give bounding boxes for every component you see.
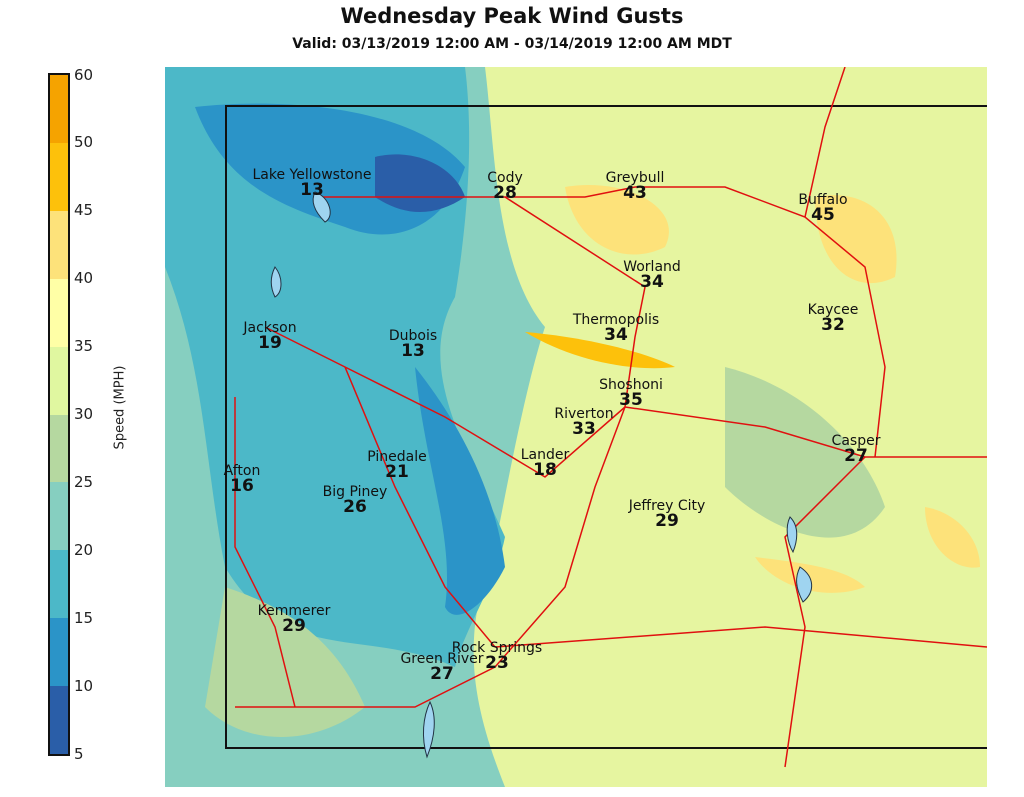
city-name: Big Piney xyxy=(322,484,388,500)
city-label: Thermopolis 34 xyxy=(573,313,659,344)
city-value: 18 xyxy=(533,460,557,480)
city-label: Cody 28 xyxy=(487,171,523,202)
pathfinder-reservoir xyxy=(786,516,798,554)
city-value: 43 xyxy=(623,183,647,203)
city-label: Kemmerer 29 xyxy=(258,604,331,635)
colorbar-tick: 20 xyxy=(74,541,94,559)
colorbar-tick: 45 xyxy=(74,201,94,219)
city-name: Lander xyxy=(520,447,570,463)
city-value: 27 xyxy=(430,664,454,684)
city-label: Jeffrey City 29 xyxy=(629,499,706,530)
city-value: 35 xyxy=(619,390,643,410)
colorbar-tick: 15 xyxy=(74,609,94,627)
city-label: Shoshoni 35 xyxy=(599,378,663,409)
city-name: Worland xyxy=(623,259,681,275)
wind-gust-map xyxy=(165,67,987,787)
city-value: 13 xyxy=(401,341,425,361)
city-name: Kemmerer xyxy=(257,603,331,619)
wind-field xyxy=(165,67,980,787)
city-name: Buffalo xyxy=(798,192,848,208)
city-value: 29 xyxy=(655,511,679,531)
city-name: Jeffrey City xyxy=(628,498,706,514)
city-label: Buffalo 45 xyxy=(798,193,847,224)
colorbar-tick: 30 xyxy=(74,405,94,423)
city-label: Dubois 13 xyxy=(389,329,437,360)
roads xyxy=(234,67,987,768)
colorbar-segment xyxy=(50,278,68,347)
city-label: Pinedale 21 xyxy=(367,450,426,481)
city-name: Afton xyxy=(223,463,261,479)
city-name: Shoshoni xyxy=(599,377,663,393)
city-value: 27 xyxy=(844,446,868,466)
colorbar xyxy=(48,73,70,756)
city-value: 33 xyxy=(572,419,596,439)
city-name: Cody xyxy=(487,170,523,186)
colorbar-segment xyxy=(50,142,68,211)
city-value: 29 xyxy=(282,616,306,636)
city-value: 21 xyxy=(385,462,409,482)
colorbar-segment xyxy=(50,210,68,279)
map-title: Wednesday Peak Wind Gusts xyxy=(340,4,684,28)
map-subtitle: Valid: 03/13/2019 12:00 AM - 03/14/2019 … xyxy=(292,36,732,52)
city-value: 45 xyxy=(811,205,835,225)
city-value: 34 xyxy=(604,325,628,345)
city-label: Green River 27 xyxy=(400,652,483,683)
city-label: Jackson 19 xyxy=(243,321,296,352)
colorbar-segment xyxy=(50,346,68,415)
colorbar-segment xyxy=(50,686,68,755)
city-label: Lander 18 xyxy=(521,448,570,479)
city-name: Kaycee xyxy=(807,302,859,318)
colorbar-tick: 35 xyxy=(74,337,94,355)
city-value: 23 xyxy=(485,653,509,673)
city-value: 28 xyxy=(493,183,517,203)
city-name: Pinedale xyxy=(367,449,427,465)
colorbar-segment xyxy=(50,414,68,483)
colorbar-segment xyxy=(50,550,68,619)
seminoe-reservoir xyxy=(796,566,813,603)
city-label: Big Piney 26 xyxy=(323,485,388,516)
city-label: Riverton 33 xyxy=(554,407,613,438)
flaming-gorge-reservoir xyxy=(422,700,435,759)
city-value: 32 xyxy=(821,315,845,335)
city-name: Greybull xyxy=(605,170,665,186)
colorbar-segment xyxy=(50,482,68,551)
city-name: Rock Springs xyxy=(451,640,543,656)
city-label: Afton 16 xyxy=(224,464,261,495)
colorbar-tick: 10 xyxy=(74,677,94,695)
city-name: Thermopolis xyxy=(572,312,660,328)
colorbar-tick: 5 xyxy=(74,745,84,763)
city-label: Rock Springs 23 xyxy=(452,641,542,672)
city-value: 16 xyxy=(230,476,254,496)
city-value: 13 xyxy=(300,180,324,200)
city-name: Riverton xyxy=(554,406,614,422)
jackson-lake xyxy=(270,266,282,298)
city-name: Lake Yellowstone xyxy=(252,167,372,183)
city-label: Casper 27 xyxy=(832,434,881,465)
city-label: Kaycee 32 xyxy=(808,303,859,334)
city-name: Casper xyxy=(831,433,881,449)
city-label: Greybull 43 xyxy=(606,171,665,202)
colorbar-label: Speed (MPH) xyxy=(112,365,128,450)
city-name: Jackson xyxy=(243,320,297,336)
city-label: Worland 34 xyxy=(623,260,681,291)
city-name: Dubois xyxy=(388,328,438,344)
colorbar-tick: 60 xyxy=(74,66,94,84)
colorbar-segment xyxy=(50,618,68,687)
city-label: Lake Yellowstone 13 xyxy=(253,168,372,199)
city-value: 34 xyxy=(640,272,664,292)
colorbar-tick: 25 xyxy=(74,473,94,491)
colorbar-tick: 40 xyxy=(74,269,94,287)
state-border xyxy=(225,105,987,749)
colorbar-segment xyxy=(50,75,68,143)
yellowstone-lake xyxy=(312,191,331,223)
city-name: Green River xyxy=(400,651,484,667)
lakes xyxy=(270,191,813,759)
city-value: 19 xyxy=(258,333,282,353)
city-value: 26 xyxy=(343,497,367,517)
colorbar-tick: 50 xyxy=(74,133,94,151)
